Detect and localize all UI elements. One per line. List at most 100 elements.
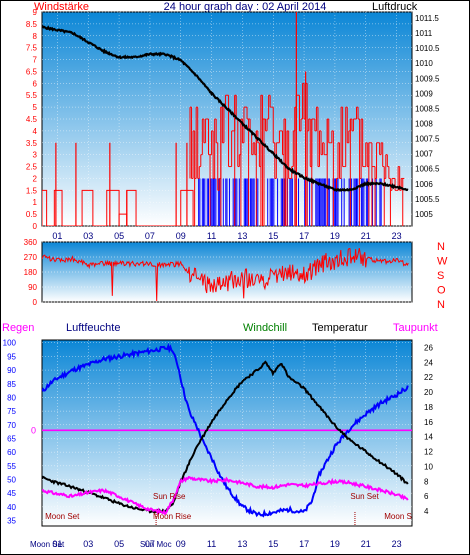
- compass-label: O: [437, 285, 446, 297]
- temperature-y-tick-label: 26: [424, 343, 433, 352]
- temperature-y-tick-label: 6: [424, 492, 429, 501]
- wind-step-block: [53, 189, 63, 226]
- wind-y-tick-label: 3.5: [26, 139, 38, 148]
- pressure-y-tick-label: 1009: [415, 89, 433, 98]
- temperature-y-tick-label: 14: [424, 433, 433, 442]
- direction-ticks: 0 90 180 270 360: [24, 238, 38, 307]
- temperature-x-ticks: 01 03 05 07 09 11 13 15 17 19 21 23: [52, 539, 401, 549]
- pressure-y-tick-label: 1005.5: [415, 195, 440, 204]
- humidity-y-tick-label: 55: [7, 462, 16, 471]
- temperature-chart: 35 40 45 50 55 60 65 70 75 80 85 90 95 100 4 6 8 10 12 14 1…: [3, 339, 434, 549]
- wind-y-tick-label: 6: [33, 79, 38, 88]
- pressure-y-tick-label: 1010: [415, 59, 433, 68]
- pressure-y-tick-label: 1007: [415, 150, 433, 159]
- wind-step-block: [81, 189, 94, 226]
- temperature-y-tick-label: 8: [424, 477, 429, 486]
- temp-x-tick-label: 01: [52, 539, 62, 549]
- annotation-moon-set-2: Moon Set: [384, 512, 419, 521]
- direction-plot-area: [41, 241, 413, 303]
- wind-x-tick-label: 03: [83, 231, 93, 241]
- annotation-sun-rise: Sun Rise: [153, 492, 186, 501]
- temperature-line: [42, 360, 409, 514]
- rain-zero-label: 0: [31, 425, 36, 435]
- humidity-y-tick-label: 45: [7, 489, 16, 498]
- wind-y-tick-label: 1: [33, 198, 38, 207]
- temp-x-tick-label: 09: [176, 539, 186, 549]
- wind-y-tick-label: 0: [33, 222, 38, 231]
- wind-x-tick-label: 07: [145, 231, 155, 241]
- wind-y-tick-label: 8.5: [26, 20, 38, 29]
- temperature-y-tick-label: 20: [424, 388, 433, 397]
- humidity-y-tick-label: 100: [3, 339, 17, 348]
- direction-y-tick-label: 180: [24, 268, 38, 277]
- humidity-y-tick-label: 35: [7, 517, 16, 526]
- wind-y-tick-label: 6.5: [26, 67, 38, 76]
- temperature-plot-area: [41, 339, 413, 527]
- compass-label: N: [437, 241, 445, 253]
- wind-bars: [42, 12, 405, 226]
- wind-y-tick-label: 9: [33, 8, 38, 17]
- pressure-y-tick-label: 1009.5: [415, 74, 440, 83]
- humidity-y-tick-label: 60: [7, 448, 16, 457]
- pressure-y-tick-label: 1005: [415, 210, 433, 219]
- temperature-y-tick-label: 18: [424, 403, 433, 412]
- temperature-y-tick-label: 10: [424, 462, 433, 471]
- wind-y-tick-label: 8: [33, 32, 38, 41]
- humidity-y-tick-label: 85: [7, 380, 16, 389]
- temp-x-tick-label: 15: [268, 539, 278, 549]
- temperature-right-ticks: 4 6 8 10 12 14 16 18 20 22 24 26: [424, 343, 433, 516]
- wind-x-tick-label: 17: [299, 231, 309, 241]
- temp-x-tick-label: 03: [83, 539, 93, 549]
- pressure-y-tick-label: 1008.5: [415, 104, 440, 113]
- temp-x-tick-label: 11: [207, 539, 216, 549]
- wind-x-tick-label: 11: [207, 231, 216, 241]
- wind-axis-title: Windstärke: [34, 1, 89, 13]
- temp-x-tick-label: 13: [237, 539, 247, 549]
- temp-x-tick-label: 05: [114, 539, 124, 549]
- humidity-line: [42, 342, 409, 518]
- pressure-right-ticks: 1005 1005.5 1006 1006.5 1007 1007.5 1008 1008.5…: [415, 14, 440, 219]
- wind-y-tick-label: 2.5: [26, 163, 38, 172]
- wind-step-block: [106, 189, 120, 226]
- pressure-y-tick-label: 1011: [415, 29, 433, 38]
- wind-y-tick-label: 1.5: [26, 186, 38, 195]
- humidity-label: Luftfeuchte: [66, 322, 120, 334]
- dewpoint-line: [42, 475, 409, 516]
- direction-y-tick-label: 90: [28, 283, 37, 292]
- dewpoint-label: Taupunkt: [393, 322, 438, 334]
- humidity-left-ticks: 35 40 45 50 55 60 65 70 75 80 85 90 95 100: [3, 339, 17, 526]
- bottom-moon-set-label: Moon Set: [30, 540, 65, 549]
- wind-y-tick-label: 7: [33, 56, 38, 65]
- temperature-y-tick-label: 4: [424, 507, 429, 516]
- pressure-axis-title: Luftdruck: [372, 1, 418, 13]
- temperature-y-tick-label: 12: [424, 448, 433, 457]
- wind-chart: 0 0.5 1 1.5 2 2.5 3 3.5 4 4.5 5 5.5 6 6.5 7 7.5 8 8.5 9 10…: [26, 8, 440, 241]
- compass-label: N: [437, 299, 445, 311]
- temperature-label: Temperatur: [312, 322, 368, 334]
- temperature-y-tick-label: 24: [424, 358, 433, 367]
- pressure-y-tick-label: 1010.5: [415, 44, 440, 53]
- pressure-y-tick-label: 1008: [415, 120, 433, 129]
- temp-x-tick-label: 17: [299, 539, 309, 549]
- humidity-y-tick-label: 90: [7, 366, 16, 375]
- compass-label: S: [437, 270, 444, 282]
- temperature-grid: [42, 340, 412, 526]
- temp-x-tick-label: 19: [330, 539, 340, 549]
- temp-x-tick-label: 23: [392, 539, 402, 549]
- wind-y-tick-label: 7.5: [26, 44, 38, 53]
- humidity-y-tick-label: 50: [7, 476, 16, 485]
- compass-label: W: [437, 256, 448, 268]
- wind-y-tick-label: 4: [33, 127, 38, 136]
- annotation-sun-set: Sun Set: [350, 492, 379, 501]
- annotation-moon-set-1: Moon Set: [45, 512, 80, 521]
- wind-y-tick-label: 3: [33, 151, 38, 160]
- pressure-y-tick-label: 1007.5: [415, 135, 440, 144]
- wind-left-ticks: 0 0.5 1 1.5 2 2.5 3 3.5 4 4.5 5 5.5 6 6.5 7 7.5 8 8.5 9: [26, 8, 38, 231]
- wind-y-tick-label: 0.5: [26, 210, 38, 219]
- direction-line: [42, 247, 409, 302]
- bottom-sun-moon-label: Sun Moc: [140, 540, 172, 549]
